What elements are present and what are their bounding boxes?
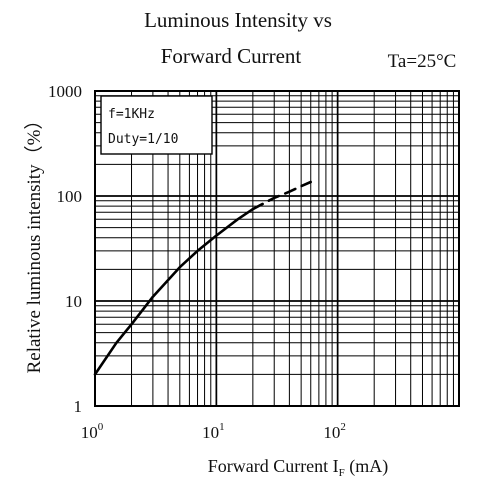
x-tick-exponent: 2 — [340, 421, 346, 433]
y-tick-label: 1000 — [48, 82, 82, 101]
x-axis-label: Forward Current IF (mA) — [208, 456, 389, 479]
annotation-duty: Duty=1/10 — [108, 132, 178, 147]
y-tick-label: 1 — [74, 397, 83, 416]
condition-label: Ta=25°C — [388, 51, 457, 72]
plot-area: f=1KHz Duty=1/10 — [93, 90, 460, 407]
y-tick-labels: 1 10 100 1000 — [48, 82, 82, 416]
y-tick-label: 10 — [65, 292, 82, 311]
chart-title-line-2: Forward Current — [161, 44, 302, 68]
x-tick-label: 100 — [81, 421, 104, 442]
x-axis-label-subscript: F — [339, 467, 345, 479]
series-line-dashed — [251, 180, 313, 211]
plot-frame — [94, 90, 460, 407]
x-tick-labels: 100 101 102 — [81, 421, 346, 442]
y-axis-label: Relative luminous intensity（%） — [23, 111, 45, 374]
y-tick-label: 100 — [57, 187, 83, 206]
x-axis-label-main: Forward Current I — [208, 456, 339, 476]
x-tick-base: 10 — [81, 423, 98, 442]
annotation-frequency: f=1KHz — [108, 107, 155, 122]
x-tick-exponent: 1 — [219, 421, 225, 433]
x-tick-label: 102 — [323, 421, 346, 442]
x-tick-base: 10 — [202, 423, 219, 442]
chart-title-line-1: Luminous Intensity vs — [144, 8, 332, 32]
x-tick-exponent: 0 — [98, 421, 104, 433]
series-layer — [93, 180, 313, 376]
x-tick-label: 101 — [202, 421, 225, 442]
series-line-solid — [93, 207, 255, 376]
x-tick-base: 10 — [323, 423, 340, 442]
x-axis-label-unit: (mA) — [345, 456, 389, 477]
annotation-box — [100, 95, 213, 155]
